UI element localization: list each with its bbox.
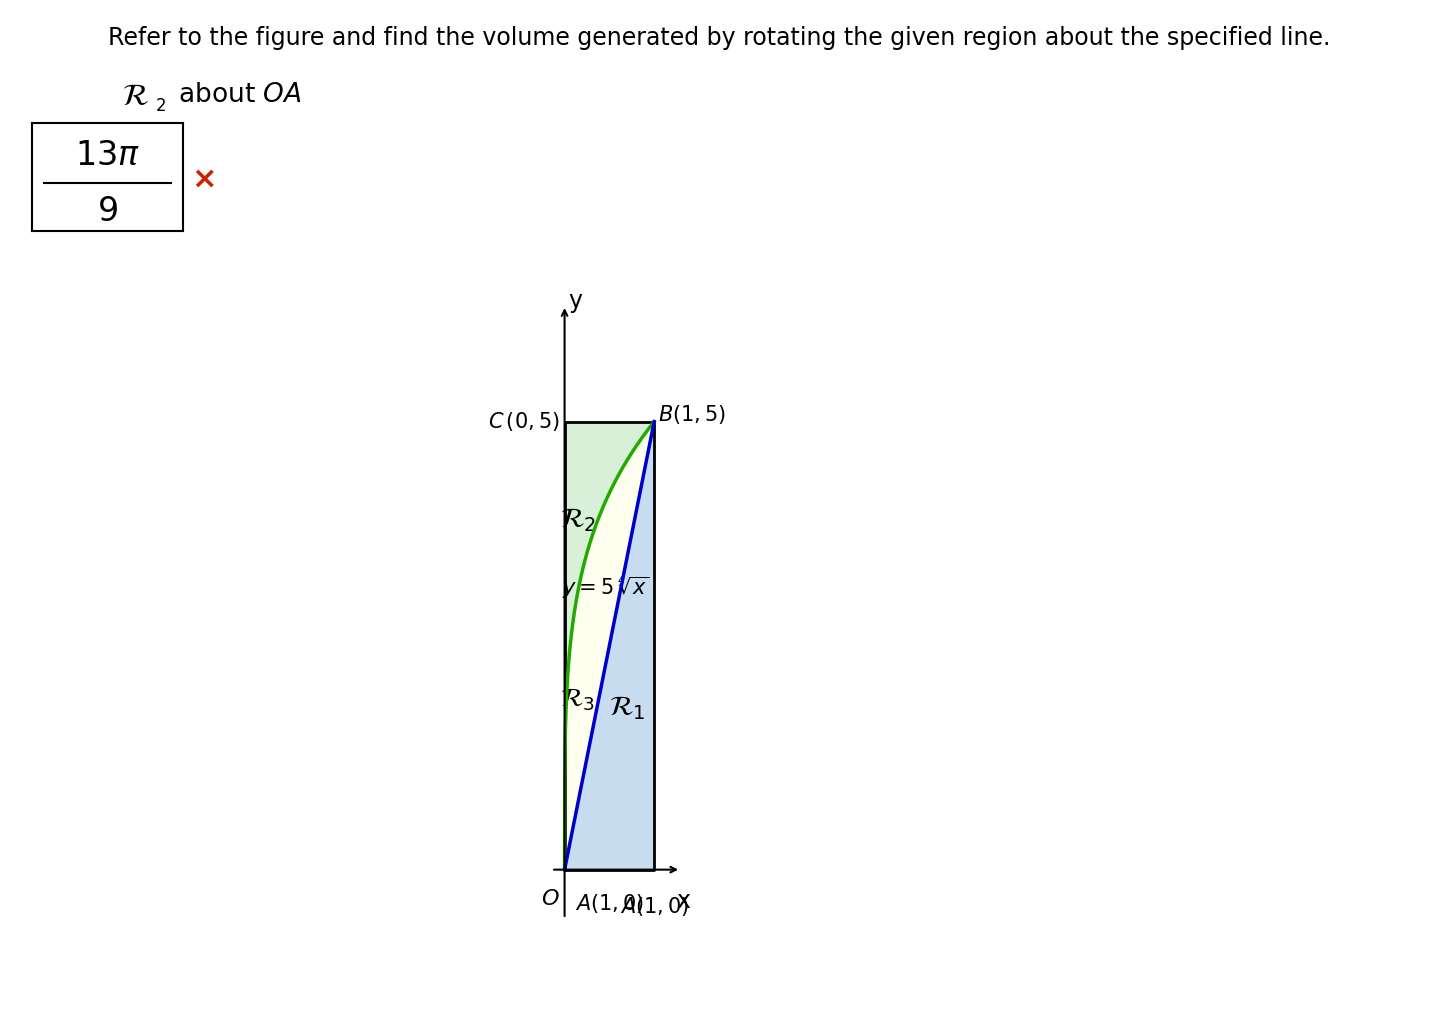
Text: y: y — [568, 288, 582, 313]
Text: ×: × — [191, 164, 217, 193]
Text: $O$: $O$ — [542, 890, 561, 909]
Polygon shape — [565, 422, 654, 870]
Text: x: x — [676, 890, 690, 913]
Text: $A(1,0)$: $A(1,0)$ — [575, 892, 644, 915]
Text: $\mathcal{R}$: $\mathcal{R}$ — [122, 82, 150, 111]
Text: $B(1,5)$: $B(1,5)$ — [657, 403, 726, 426]
Text: Refer to the figure and find the volume generated by rotating the given region a: Refer to the figure and find the volume … — [108, 26, 1330, 49]
Text: $9$: $9$ — [96, 195, 118, 228]
Text: $\mathcal{R}_2$: $\mathcal{R}_2$ — [559, 506, 597, 535]
Text: $_2$: $_2$ — [155, 90, 167, 114]
Text: $A(1,0)$: $A(1,0)$ — [620, 895, 689, 917]
Polygon shape — [565, 422, 654, 870]
Text: $\mathcal{R}_1$: $\mathcal{R}_1$ — [610, 695, 646, 722]
Text: $y = 5\,\sqrt[4]{x}$: $y = 5\,\sqrt[4]{x}$ — [562, 575, 650, 600]
Text: $13\pi$: $13\pi$ — [75, 139, 139, 172]
Text: about $\mathit{OA}$: about $\mathit{OA}$ — [170, 82, 302, 108]
Polygon shape — [565, 422, 654, 870]
Text: $C\,(0,5)$: $C\,(0,5)$ — [489, 410, 561, 433]
Text: $\mathcal{R}_3$: $\mathcal{R}_3$ — [559, 686, 595, 713]
